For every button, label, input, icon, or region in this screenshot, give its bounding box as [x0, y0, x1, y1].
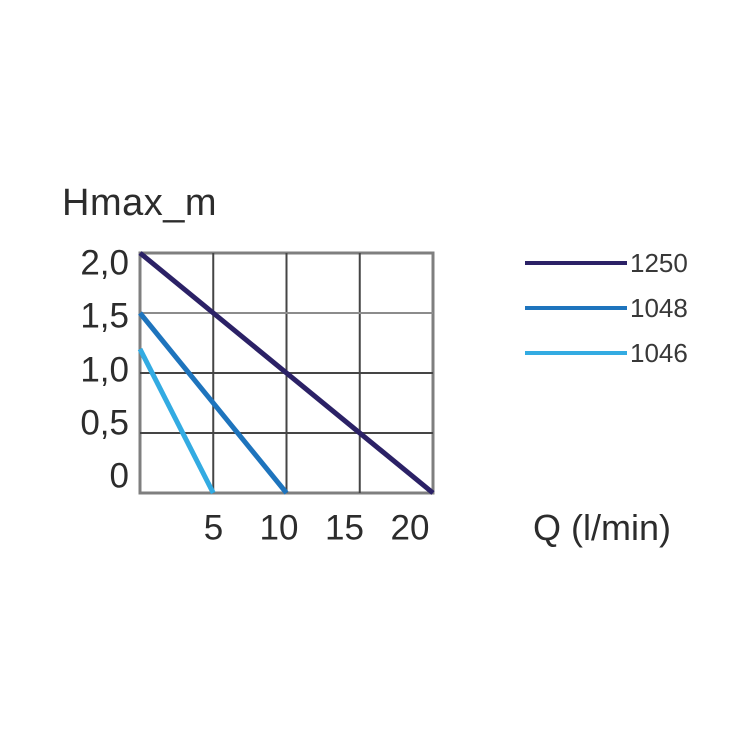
legend-line-swatch — [525, 351, 627, 355]
x-tick-label: 15 — [325, 508, 364, 548]
y-tick-label: 0 — [109, 456, 129, 496]
x-axis-label: Q (l/min) — [533, 507, 671, 548]
x-tick-label: 5 — [203, 508, 224, 548]
x-tick-label: 20 — [390, 508, 430, 548]
legend-item: 1048 — [525, 293, 688, 323]
series-line-1046 — [137, 347, 216, 495]
y-tick-label: 1,0 — [80, 350, 129, 389]
x-tick-label: 10 — [259, 508, 299, 548]
legend-line-swatch — [525, 261, 627, 265]
legend-item: 1046 — [525, 338, 688, 368]
y-tick-label: 2,0 — [80, 243, 129, 283]
y-tick-label: 1,5 — [80, 296, 129, 336]
legend-item-label: 1250 — [630, 248, 688, 278]
legend-item-label: 1048 — [630, 293, 688, 323]
pump-curve-plot — [137, 251, 435, 495]
y-tick-label: 0,5 — [80, 403, 129, 443]
legend-line-swatch — [525, 306, 627, 310]
series-line-1048 — [138, 311, 289, 495]
y-axis-title: Hmax_m — [62, 182, 218, 224]
legend-item: 1250 — [525, 248, 688, 278]
legend-item-label: 1046 — [630, 338, 688, 368]
series-line-1250 — [138, 251, 435, 495]
